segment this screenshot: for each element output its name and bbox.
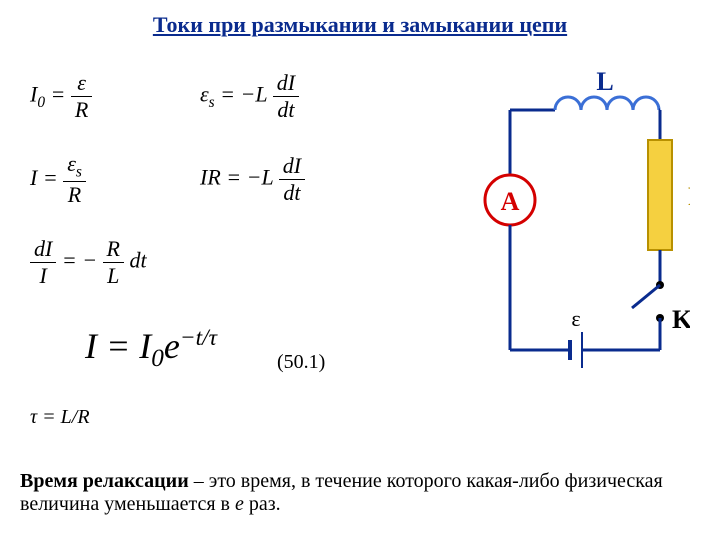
page-title: Токи при размыкании и замыкании цепи	[0, 12, 720, 38]
eq-ir: IR = −L dIdt	[200, 153, 305, 206]
eq-i0: I0 = εR	[30, 70, 200, 123]
svg-text:K: K	[672, 305, 690, 334]
eq-tau: τ = L/R	[30, 406, 450, 429]
eq-i: I = εsR	[30, 151, 200, 208]
circuit-diagram: L A R Kε	[470, 60, 690, 390]
svg-text:R: R	[688, 182, 690, 211]
eq-di: dII = − RL dt	[30, 236, 200, 289]
eq-epss: εs = −L dIdt	[200, 70, 299, 123]
formula-block: I0 = εR εs = −L dIdt I = εsR IR = −L dId…	[30, 70, 450, 429]
eq-main: I = I0e−t/τ	[85, 325, 217, 373]
eq-number: (50.1)	[277, 351, 325, 374]
definition-text: Время релаксации – это время, в течение …	[20, 470, 700, 516]
svg-text:ε: ε	[571, 306, 580, 331]
svg-text:L: L	[596, 67, 613, 96]
svg-text:A: A	[501, 187, 520, 216]
